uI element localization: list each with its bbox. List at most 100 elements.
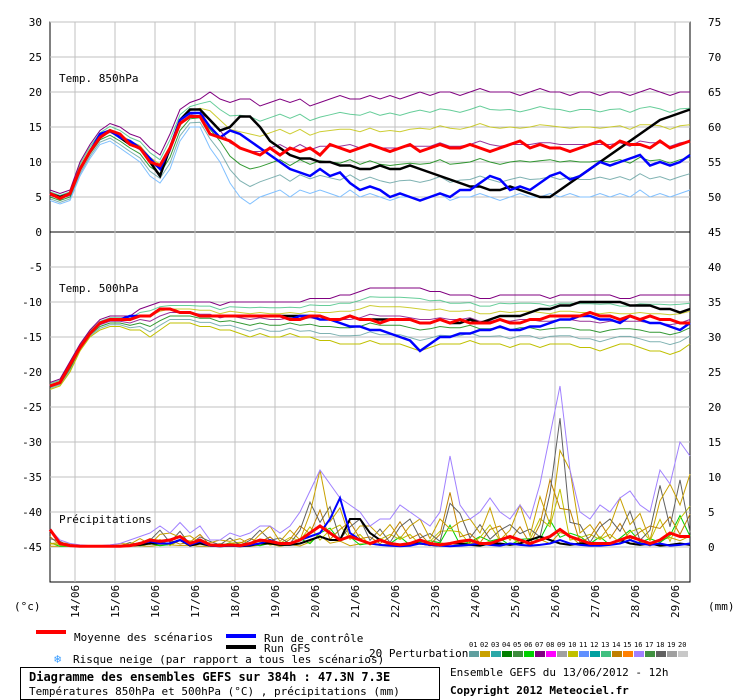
t500-perturbation <box>49 315 691 388</box>
panel-label: Temp. 500hPa <box>59 282 138 295</box>
legend-gfs-label: Run GFS <box>264 642 311 655</box>
chart-title-box: Diagramme des ensembles GEFS sur 384h : … <box>20 667 440 700</box>
left-tick-label: 0 <box>35 226 42 239</box>
perturbation-number: 14 <box>612 641 621 649</box>
x-tick-label: 18/06 <box>229 585 242 618</box>
right-tick-label: 30 <box>708 331 721 344</box>
x-tick-label: 22/06 <box>389 585 402 618</box>
precip-mean-line <box>48 524 690 548</box>
t850-mean-line <box>49 115 691 201</box>
left-tick-label: 5 <box>35 191 42 204</box>
perturbation-number: 17 <box>645 641 654 649</box>
perturbation-swatch <box>612 651 622 657</box>
left-tick-label: -10 <box>22 296 42 309</box>
perturbation-swatch <box>480 651 490 657</box>
legend-mean-label: Moyenne des scénarios <box>74 631 214 644</box>
x-tick-label: 14/06 <box>69 585 82 618</box>
x-tick-label: 28/06 <box>629 585 642 618</box>
panel-label: Temp. 850hPa <box>59 72 138 85</box>
t500-max-line <box>49 287 690 383</box>
perturbation-swatch <box>557 651 567 657</box>
x-tick-label: 26/06 <box>549 585 562 618</box>
t500-mean-line <box>49 307 690 388</box>
panel-label: Précipitations <box>59 513 152 526</box>
perturbation-swatch <box>579 651 589 657</box>
left-tick-label: -5 <box>29 261 42 274</box>
perturbation-number: 01 <box>469 641 478 649</box>
x-tick-label: 15/06 <box>109 585 122 618</box>
perturbation-swatch <box>491 651 501 657</box>
left-axis-unit: (°c) <box>14 600 41 613</box>
x-tick-label: 27/06 <box>589 585 602 618</box>
left-tick-label: 25 <box>29 51 42 64</box>
legend-control-label: Run de contrôle <box>264 632 364 645</box>
right-tick-label: 0 <box>708 541 715 554</box>
perturbation-swatch <box>623 651 633 657</box>
legend-snow-label: Risque neige (par rapport a tous les scé… <box>73 653 385 666</box>
right-axis-unit: (mm) <box>708 600 735 613</box>
perturbation-swatch <box>678 651 688 657</box>
t850-perturbation <box>49 100 691 196</box>
right-tick-label: 75 <box>708 16 721 29</box>
x-tick-label: 19/06 <box>269 585 282 618</box>
right-tick-label: 55 <box>708 156 721 169</box>
perturbation-swatch <box>667 651 677 657</box>
right-tick-label: 20 <box>708 401 721 414</box>
precip-max-line <box>49 385 691 547</box>
perturbation-swatch <box>535 651 545 657</box>
perturbation-swatch <box>513 651 523 657</box>
left-tick-label: -15 <box>22 331 42 344</box>
perturbation-number: 02 <box>480 641 489 649</box>
right-tick-label: 45 <box>708 226 721 239</box>
snowflake-icon: ❄ <box>54 652 62 666</box>
perturbation-swatch <box>546 651 556 657</box>
perturbation-number: 07 <box>535 641 544 649</box>
perturbation-number: 05 <box>513 641 522 649</box>
left-tick-label: -25 <box>22 401 42 414</box>
perturbation-number: 03 <box>491 641 500 649</box>
x-tick-label: 21/06 <box>349 585 362 618</box>
x-tick-label: 23/06 <box>429 585 442 618</box>
right-tick-label: 50 <box>708 191 721 204</box>
left-tick-label: -30 <box>22 436 42 449</box>
x-tick-label: 29/06 <box>669 585 682 618</box>
perturbation-number: 18 <box>656 641 665 649</box>
left-tick-label: 10 <box>29 156 42 169</box>
left-tick-label: -45 <box>22 541 42 554</box>
perturbation-number: 20 <box>678 641 687 649</box>
chart-title: Diagramme des ensembles GEFS sur 384h : … <box>29 670 391 684</box>
t500-perturbation <box>49 319 691 389</box>
left-tick-label: 30 <box>29 16 42 29</box>
right-tick-label: 35 <box>708 296 721 309</box>
right-tick-label: 15 <box>708 436 721 449</box>
perturbation-swatch <box>524 651 534 657</box>
ensemble-date: Ensemble GEFS du 13/06/2012 - 12h <box>450 666 669 679</box>
right-tick-label: 65 <box>708 86 721 99</box>
legend-perturbations-label: 20 Perturbations <box>369 647 475 660</box>
perturbation-number: 16 <box>634 641 643 649</box>
t500-perturbation <box>49 312 691 387</box>
x-tick-label: 16/06 <box>149 585 162 618</box>
t850-min-line <box>49 126 691 205</box>
x-tick-label: 17/06 <box>189 585 202 618</box>
perturbation-swatch <box>590 651 600 657</box>
x-tick-label: 24/06 <box>469 585 482 618</box>
perturbation-swatch <box>601 651 611 657</box>
copyright: Copyright 2012 Meteociel.fr <box>450 684 629 697</box>
left-tick-label: -40 <box>22 506 42 519</box>
left-tick-label: 20 <box>29 86 42 99</box>
right-tick-label: 40 <box>708 261 721 274</box>
right-tick-label: 70 <box>708 51 721 64</box>
perturbation-number: 11 <box>579 641 588 649</box>
perturbation-number: 10 <box>568 641 577 649</box>
left-tick-label: 15 <box>29 121 42 134</box>
left-tick-label: -20 <box>22 366 42 379</box>
t850-perturbation <box>49 121 691 203</box>
x-tick-label: 20/06 <box>309 585 322 618</box>
perturbation-swatch <box>568 651 578 657</box>
right-tick-label: 25 <box>708 366 721 379</box>
t500-perturbation <box>49 296 691 385</box>
perturbation-number: 15 <box>623 641 632 649</box>
perturbation-number: 09 <box>557 641 566 649</box>
